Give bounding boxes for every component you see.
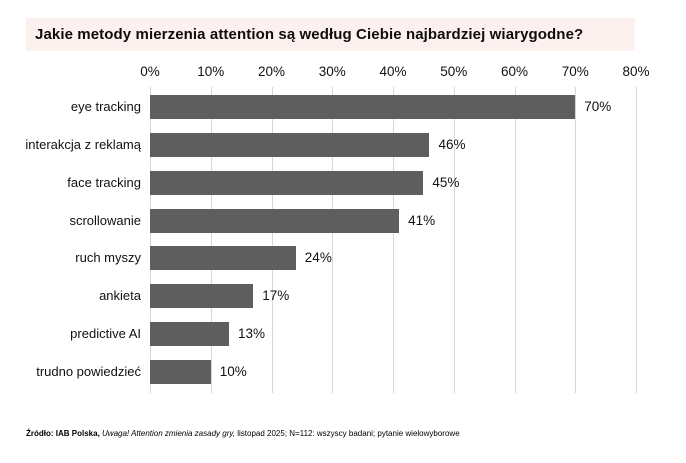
category-label: ankieta [99,288,141,304]
bar-predictive-ai [150,322,229,347]
category-label: eye tracking [70,99,141,114]
bar-eye-tracking [150,95,576,119]
source-publisher: Źródło: IAB Polska, [26,429,100,438]
gridline [514,87,516,393]
value-label: 24% [304,250,332,266]
x-axis-tick-label: 40% [379,64,407,79]
source-details: listopad 2025; N=112: wszyscy badani; py… [237,429,460,438]
value-label: 70% [584,99,612,114]
bar-trudno-powiedzieć [150,360,211,385]
category-label: ruch myszy [75,250,141,266]
gridline [575,87,577,393]
category-label: face tracking [67,174,141,190]
bar-face-tracking [150,170,424,195]
x-axis-tick-label: 60% [500,64,529,79]
x-axis-tick-label: 70% [561,64,589,79]
chart-title: Jakie metody mierzenia attention są wedł… [35,26,584,43]
bar-scrollowanie [150,208,400,233]
category-label: interakcja z reklamą [25,136,141,152]
value-label: 17% [262,288,290,304]
gridline [271,87,273,393]
bar-interakcja-z-reklamą [150,132,430,157]
x-axis: 0% 10% 20% 30% 40% 50% 60% 70% 80% [0,64,686,80]
source-report-title: Uwaga! Attention zmienia zasady gry, [102,429,235,438]
x-axis-tick-label: 80% [622,64,650,79]
x-axis-tick-label: 20% [257,64,286,79]
value-label: 41% [408,212,436,228]
gridline [150,87,151,393]
value-label: 46% [438,136,466,152]
value-label: 45% [432,174,460,190]
x-axis-tick-label: 10% [197,64,225,79]
bar-ruch-myszy [150,246,296,271]
chart-title-box: Jakie metody mierzenia attention są wedł… [26,18,635,51]
plot-area [150,87,637,393]
bar-ankieta [150,284,254,309]
gridline [453,87,455,393]
x-axis-tick-label: 50% [440,64,468,79]
value-label: 10% [219,364,247,380]
gridline [210,87,212,393]
category-label: predictive AI [70,326,141,342]
gridline [636,87,637,393]
x-axis-tick-label: 30% [318,64,346,79]
category-label: scrollowanie [69,212,141,228]
source-note: Źródło: IAB Polska, Uwaga! Attention zmi… [26,429,460,438]
x-axis-tick-label: 0% [140,64,160,79]
value-label: 13% [237,326,265,342]
gridline [332,87,334,393]
gridline [393,87,394,393]
category-label: trudno powiedzieć [36,364,141,380]
